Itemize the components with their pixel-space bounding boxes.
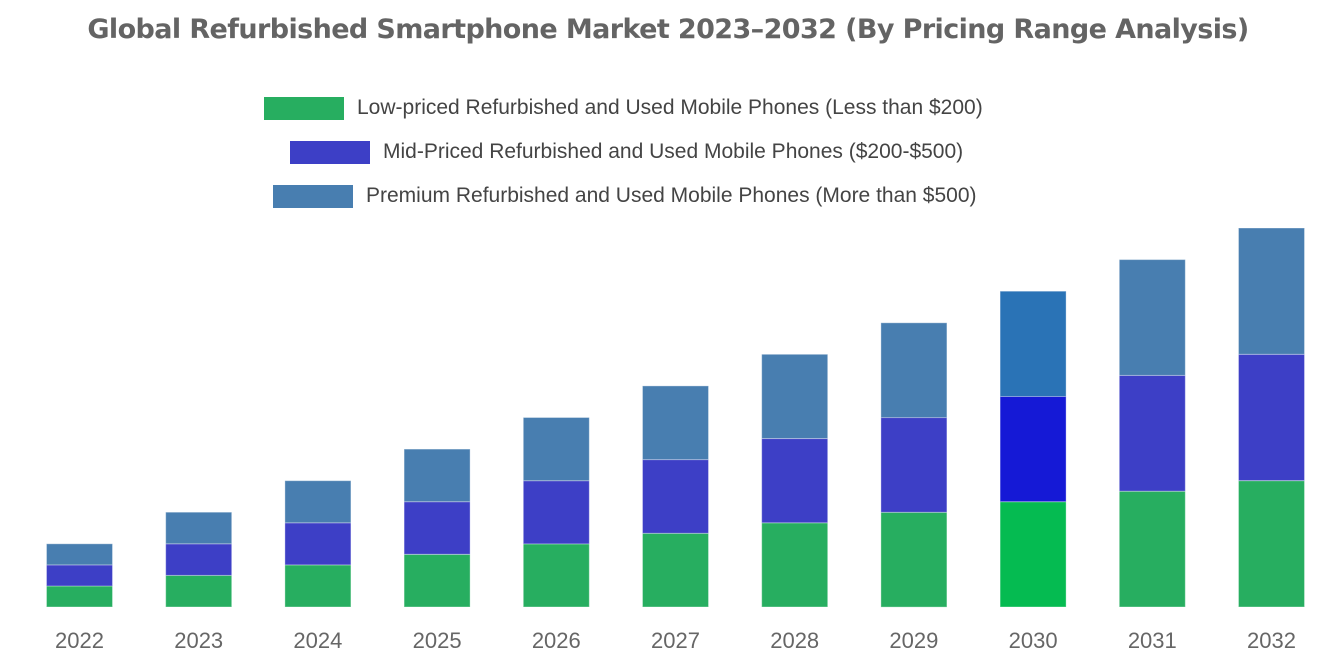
bar-2028-low-priced[interactable] xyxy=(761,522,829,608)
bar-2025-premium[interactable] xyxy=(403,448,471,503)
x-tick-label-2025: 2025 xyxy=(413,628,462,653)
x-tick-label-2030: 2030 xyxy=(1009,628,1058,653)
bar-2030-premium[interactable] xyxy=(999,290,1067,398)
bar-2027-mid-priced[interactable] xyxy=(642,459,709,534)
bar-2023-mid-priced[interactable] xyxy=(165,543,233,576)
bar-2026-mid-priced[interactable] xyxy=(522,480,590,545)
chart-title: Global Refurbished Smartphone Market 202… xyxy=(87,14,1249,45)
bar-2024-premium[interactable] xyxy=(284,480,352,524)
legend-item-mid-priced[interactable]: Mid-Priced Refurbished and Used Mobile P… xyxy=(290,140,963,164)
x-tick-label-2026: 2026 xyxy=(532,628,581,653)
bar-2032-low-priced[interactable] xyxy=(1238,480,1305,608)
bar-2022-mid-priced[interactable] xyxy=(46,564,113,587)
legend-label-premium: Premium Refurbished and Used Mobile Phon… xyxy=(366,184,977,207)
bar-2023-premium[interactable] xyxy=(165,511,233,545)
legend-swatch-premium xyxy=(273,184,353,208)
bar-2025-mid-priced[interactable] xyxy=(403,501,471,555)
bar-2028-premium[interactable] xyxy=(761,353,829,439)
legend-label-mid-priced: Mid-Priced Refurbished and Used Mobile P… xyxy=(383,140,964,163)
bar-2029-premium[interactable] xyxy=(880,322,948,419)
bar-2027-low-priced[interactable] xyxy=(642,532,709,608)
x-tick-label-2029: 2029 xyxy=(889,628,938,653)
bar-2031-mid-priced[interactable] xyxy=(1118,374,1186,492)
x-tick-label-2031: 2031 xyxy=(1128,628,1177,653)
bar-2023-low-priced[interactable] xyxy=(165,574,233,608)
bar-2030-low-priced[interactable] xyxy=(999,501,1067,608)
bar-2032-premium[interactable] xyxy=(1238,227,1305,355)
legend-label-low-priced: Low-priced Refurbished and Used Mobile P… xyxy=(357,96,983,119)
bar-2032-mid-priced[interactable] xyxy=(1238,353,1305,482)
bar-2029-low-priced[interactable] xyxy=(880,511,948,608)
bar-2027-premium[interactable] xyxy=(642,385,709,461)
x-tick-label-2027: 2027 xyxy=(651,628,700,653)
bars-group xyxy=(46,227,1305,608)
bar-2022-low-priced[interactable] xyxy=(46,585,113,608)
bar-2030-mid-priced[interactable] xyxy=(999,395,1067,503)
x-tick-label-2022: 2022 xyxy=(55,628,104,653)
legend-swatch-mid-priced xyxy=(290,140,370,164)
bar-2022-premium[interactable] xyxy=(46,543,113,566)
bar-2026-premium[interactable] xyxy=(522,417,590,482)
x-tick-label-2028: 2028 xyxy=(770,628,819,653)
bar-2024-mid-priced[interactable] xyxy=(284,522,352,566)
legend-item-low-priced[interactable]: Low-priced Refurbished and Used Mobile P… xyxy=(264,96,983,120)
x-axis-labels: 2022 2023 2024 2025 2026 2027 2028 2029 2030 2031… xyxy=(55,628,1296,653)
bar-2031-premium[interactable] xyxy=(1118,259,1186,376)
bar-2029-mid-priced[interactable] xyxy=(880,417,948,513)
legend-swatch-low-priced xyxy=(264,96,344,120)
bar-2026-low-priced[interactable] xyxy=(522,543,590,608)
bar-2025-low-priced[interactable] xyxy=(403,553,471,608)
x-tick-label-2023: 2023 xyxy=(174,628,223,653)
bar-2024-low-priced[interactable] xyxy=(284,564,352,608)
bar-2028-mid-priced[interactable] xyxy=(761,438,829,524)
x-tick-label-2032: 2032 xyxy=(1247,628,1296,653)
x-tick-label-2024: 2024 xyxy=(293,628,342,653)
legend-item-premium[interactable]: Premium Refurbished and Used Mobile Phon… xyxy=(273,184,977,208)
bar-2031-low-priced[interactable] xyxy=(1118,490,1186,608)
